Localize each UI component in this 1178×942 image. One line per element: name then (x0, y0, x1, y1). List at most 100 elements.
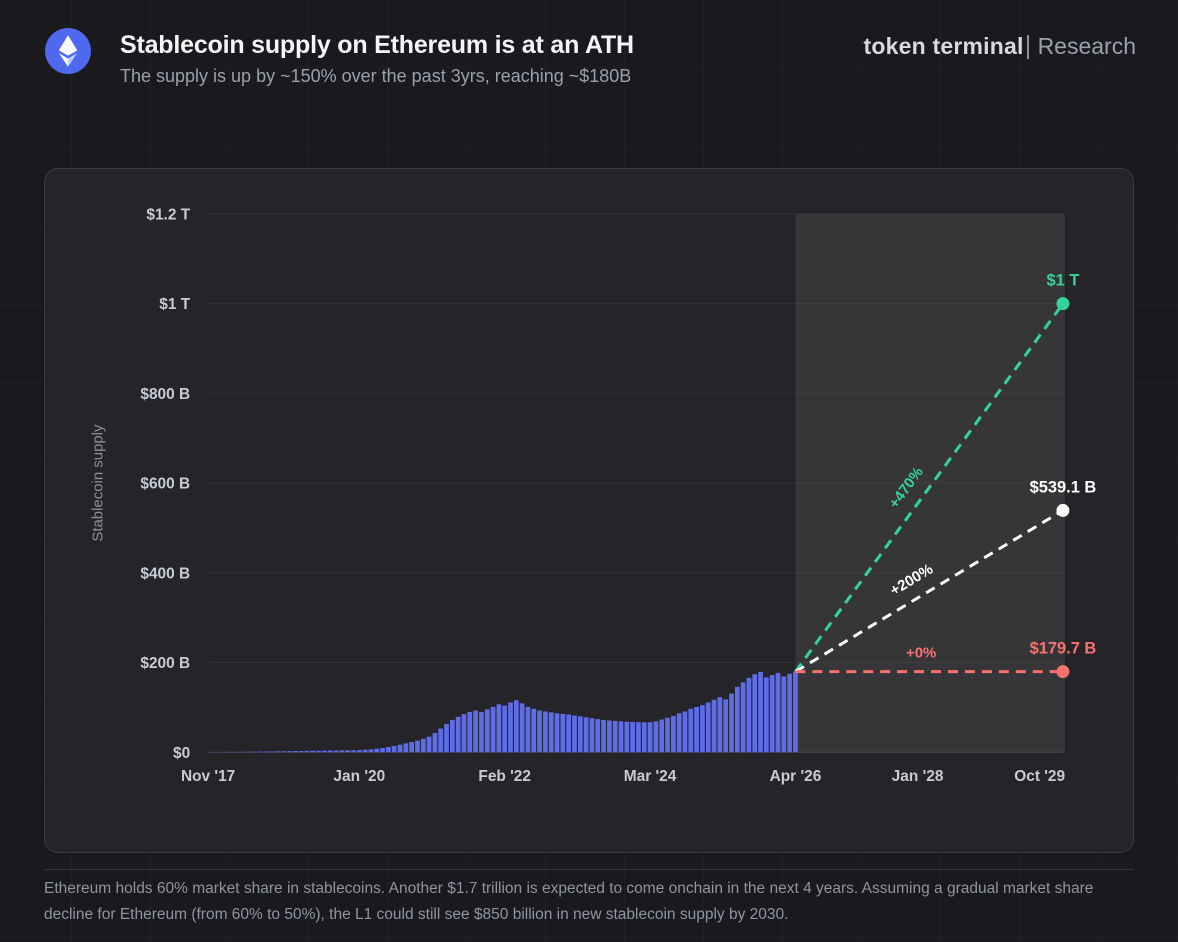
y-tick-label: $1.2 T (146, 206, 190, 223)
supply-bar (676, 713, 682, 753)
supply-bar (624, 721, 630, 753)
supply-bar (432, 732, 438, 753)
supply-bar (595, 719, 601, 753)
supply-bar (345, 750, 351, 753)
x-tick-label: Nov '17 (181, 768, 235, 785)
supply-bar (723, 699, 729, 753)
supply-bar (461, 714, 467, 753)
supply-bar (269, 751, 275, 753)
forecast-region (795, 213, 1065, 753)
page-title: Stablecoin supply on Ethereum is at an A… (120, 31, 634, 59)
supply-bar (618, 721, 624, 753)
supply-bar (490, 706, 496, 753)
footnote: Ethereum holds 60% market share in stabl… (44, 880, 1094, 923)
supply-bar (636, 722, 641, 753)
y-gridlines (208, 213, 1064, 753)
supply-bar (455, 716, 461, 753)
supply-bar (659, 719, 665, 753)
supply-bar (752, 674, 758, 753)
projection-endpoint (1056, 665, 1070, 679)
supply-bar (508, 702, 513, 753)
supply-bar (502, 705, 508, 753)
y-tick-label: $400 B (140, 565, 190, 582)
supply-bar (333, 750, 339, 753)
supply-bar (647, 722, 653, 753)
supply-bar (537, 710, 542, 753)
stablecoin-supply-chart: $1 T+470% $539.1 B+200%$179.7 B+0%$0$200 … (89, 206, 1097, 785)
supply-bar (758, 671, 763, 753)
chart-card: $1 T +470% $539.1 B +200% $179.7 B +0% $0 $200 … (44, 168, 1134, 853)
projection-bear: $179.7 B +0% (795, 640, 1096, 679)
supply-bar (793, 671, 798, 753)
supply-bar (566, 714, 572, 753)
supply-bar (705, 702, 711, 753)
supply-bar (740, 682, 746, 753)
x-axis-labels: Nov '17 Jan '20 Feb '22 Mar '24 Apr '26 Jan '… (181, 768, 1066, 785)
projection-line (794, 509, 1064, 673)
supply-bar (380, 748, 385, 753)
supply-bar (356, 750, 362, 753)
y-tick-label: $600 B (140, 476, 190, 493)
x-tick-label: Mar '24 (624, 768, 677, 785)
x-tick-label: Oct '29 (1014, 768, 1065, 785)
supply-bar (682, 711, 688, 753)
supply-bar (415, 740, 420, 753)
supply-bar (612, 720, 618, 753)
supply-bar (496, 704, 502, 753)
supply-bar (543, 711, 548, 753)
supply-bar (700, 705, 705, 753)
supply-bar (572, 715, 577, 753)
supply-bar (246, 751, 252, 753)
y-tick-label: $200 B (140, 655, 190, 672)
supply-bar (711, 699, 717, 753)
supply-bar (339, 750, 345, 753)
supply-bar (304, 750, 310, 753)
supply-bar (554, 713, 560, 753)
supply-bar (775, 672, 781, 753)
supply-bar (764, 677, 769, 753)
projection-pct-label: +0% (906, 645, 936, 662)
supply-bar (368, 749, 374, 753)
supply-bar (670, 715, 676, 753)
supply-bar (641, 722, 647, 753)
projection-line (794, 302, 1065, 673)
supply-bar (781, 676, 787, 753)
brand-research-label: Research (1037, 33, 1136, 59)
supply-bar (310, 750, 316, 753)
page-subtitle: The supply is up by ~150% over the past … (120, 66, 632, 86)
supply-bar (397, 744, 403, 753)
supply-bar (298, 750, 304, 753)
x-tick-label: Jan '28 (892, 768, 944, 785)
supply-bar (589, 718, 595, 753)
supply-bar (287, 751, 292, 753)
supply-bar (525, 706, 531, 753)
y-axis-title: Stablecoin supply (89, 424, 106, 542)
supply-bar (560, 713, 566, 753)
supply-bar (717, 697, 723, 753)
brand-wordmark: token terminal (863, 33, 1024, 59)
supply-bar (438, 728, 444, 753)
supply-bar (513, 700, 519, 753)
supply-bar (374, 748, 380, 753)
y-tick-label: $1 T (159, 296, 190, 313)
supply-bar (322, 750, 327, 753)
supply-bar (729, 693, 734, 753)
projection-end-label: $539.1 B (1030, 478, 1097, 496)
supply-bar (583, 717, 589, 753)
supply-bar (449, 719, 455, 753)
supply-bar (694, 706, 699, 753)
supply-bar (426, 736, 432, 753)
supply-bar (665, 717, 670, 753)
projection-endpoint (1056, 503, 1070, 517)
projection-end-label: $1 T (1046, 272, 1079, 290)
supply-bar (734, 686, 740, 753)
supply-bar (403, 743, 409, 753)
supply-bar (351, 750, 356, 753)
supply-bar (292, 751, 298, 753)
y-axis-labels: $0 $200 B $400 B $600 B $800 B $1 T $1.2 T (140, 206, 190, 761)
supply-bar (362, 749, 368, 753)
supply-bar (653, 721, 659, 753)
supply-bar (327, 750, 333, 753)
y-tick-label: $800 B (140, 386, 190, 403)
supply-area (205, 671, 798, 753)
